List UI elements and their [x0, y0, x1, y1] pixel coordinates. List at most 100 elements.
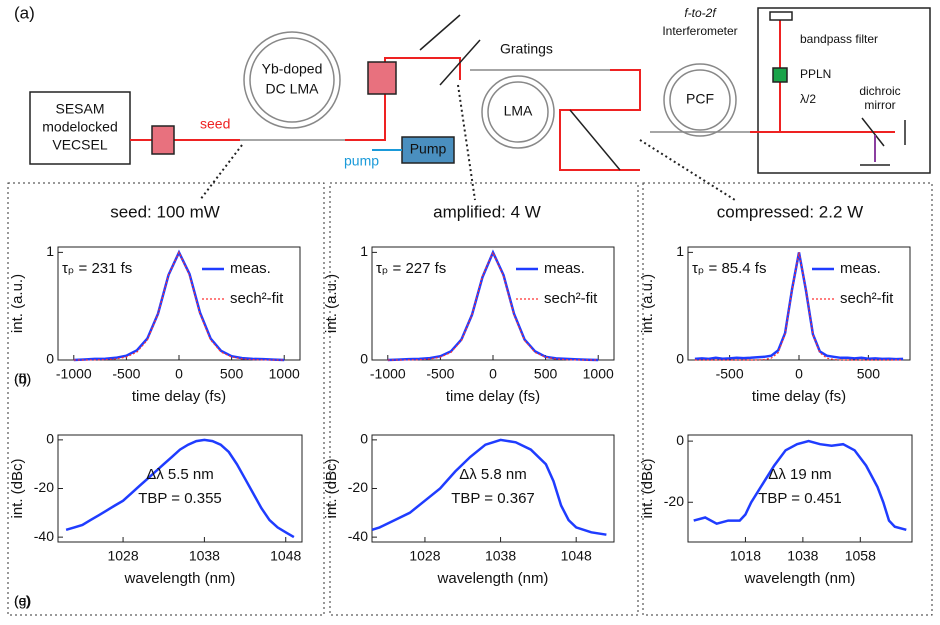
series-line — [73, 250, 285, 361]
interferometer-box — [757, 7, 931, 174]
panel-label: (d) — [14, 371, 31, 387]
x-tick-label: -1000 — [56, 366, 92, 382]
callouts — [199, 84, 736, 201]
fiber-coil — [249, 37, 335, 123]
y-tick-label: -40 — [34, 528, 54, 544]
label: PPLN — [800, 67, 831, 81]
y-tick-label: -20 — [348, 479, 368, 495]
annotation: Δλ 5.5 nm — [146, 466, 214, 483]
legend-label: meas. — [230, 260, 271, 277]
panel-label: (c) — [14, 593, 30, 609]
grating — [439, 39, 481, 86]
annotation: τₚ = 231 fs — [62, 260, 132, 277]
panel-label: (g) — [14, 593, 31, 609]
y-axis-label: int. (a.u.) — [639, 274, 656, 333]
panel-label: (e) — [14, 593, 31, 609]
annotation: Δλ 5.8 nm — [459, 466, 527, 483]
y-tick-label: -20 — [34, 479, 54, 495]
y-tick-label: 1 — [676, 243, 684, 259]
y-tick-label: -20 — [664, 493, 684, 509]
grating — [569, 109, 621, 171]
label: SESAM — [55, 101, 104, 117]
y-tick-label: 1 — [360, 243, 368, 259]
y-tick-label: 0 — [46, 351, 54, 367]
x-axis-label: time delay (fs) — [446, 388, 540, 405]
legend-label: meas. — [840, 260, 881, 277]
y-tick-label: 0 — [676, 432, 684, 448]
x-tick-label: 1028 — [107, 548, 138, 564]
label: dichroic — [859, 84, 900, 98]
x-tick-label: 1048 — [561, 548, 592, 564]
fiber-coil — [669, 69, 731, 131]
x-tick-label: 1018 — [730, 548, 761, 564]
isolator — [151, 125, 175, 155]
series-line — [371, 438, 607, 536]
y-tick-label: 1 — [46, 243, 54, 259]
x-tick-label: -1000 — [370, 366, 406, 382]
y-axis-label: int. (dBc) — [9, 458, 26, 518]
chart-title: seed: 100 mW — [110, 202, 220, 221]
x-tick-label: 0 — [175, 366, 183, 382]
x-tick-label: 1058 — [845, 548, 876, 564]
plot-frame — [687, 434, 913, 543]
y-tick-label: 0 — [360, 431, 368, 447]
label: modelocked — [42, 119, 118, 135]
label: VECSEL — [52, 137, 107, 153]
x-tick-label: 1038 — [787, 548, 818, 564]
label: LMA — [504, 103, 533, 119]
x-tick-label: 0 — [489, 366, 497, 382]
legend-label: sech²-fit — [230, 290, 284, 307]
series-line — [387, 249, 599, 362]
chart-title: amplified: 4 W — [433, 202, 541, 221]
vecsel-box — [29, 91, 131, 165]
x-axis-label: wavelength (nm) — [744, 570, 856, 587]
x-tick-label: 1038 — [485, 548, 516, 564]
annotation: TBP = 0.367 — [451, 490, 535, 507]
fiber-coil — [243, 31, 341, 129]
panel-label: (a) — [14, 3, 35, 22]
annotation: Δλ 19 nm — [768, 466, 831, 483]
fiber-coil — [663, 63, 737, 137]
legend-label: sech²-fit — [840, 290, 894, 307]
series-line — [387, 250, 599, 361]
y-axis-label: int. (a.u.) — [9, 274, 26, 333]
x-tick-label: 1000 — [269, 366, 300, 382]
isolator — [367, 61, 397, 95]
diagram-labels: SESAM modelocked VECSEL seed Yb-doped DC… — [42, 6, 900, 169]
x-tick-label: 500 — [220, 366, 244, 382]
x-tick-label: -500 — [112, 366, 140, 382]
setup-diagram: (a) — [14, 3, 931, 201]
panel-label: (f) — [14, 371, 27, 387]
x-axis-label: wavelength (nm) — [124, 570, 236, 587]
panel-label: (b) — [14, 371, 31, 387]
ppln-crystal — [772, 67, 788, 83]
x-tick-label: 1028 — [409, 548, 440, 564]
series-line — [694, 252, 904, 361]
label: f-to-2f — [684, 6, 717, 20]
y-tick-label: 0 — [46, 431, 54, 447]
x-tick-label: 1038 — [189, 548, 220, 564]
y-axis-label: int. (dBc) — [639, 458, 656, 518]
label: pump — [344, 153, 379, 169]
label: λ/2 — [800, 92, 816, 106]
label: Interferometer — [662, 24, 737, 38]
x-tick-label: -500 — [716, 366, 744, 382]
y-tick-label: 0 — [676, 351, 684, 367]
x-axis-label: wavelength (nm) — [437, 570, 549, 587]
legend-label: meas. — [544, 260, 585, 277]
detector — [769, 11, 793, 21]
label: seed — [200, 116, 230, 132]
label: mirror — [864, 98, 895, 112]
x-tick-label: 0 — [795, 366, 803, 382]
y-axis-label: int. (a.u.) — [323, 274, 340, 333]
fiber-coil — [487, 81, 549, 143]
dichroic-mirror — [861, 117, 885, 147]
series-line — [65, 438, 295, 539]
x-axis-label: time delay (fs) — [132, 388, 226, 405]
annotation: τₚ = 85.4 fs — [692, 260, 766, 277]
x-axis-label: time delay (fs) — [752, 388, 846, 405]
fiber-coil — [481, 75, 555, 149]
y-tick-label: -40 — [348, 528, 368, 544]
x-tick-label: 500 — [857, 366, 881, 382]
label: Gratings — [500, 41, 553, 57]
